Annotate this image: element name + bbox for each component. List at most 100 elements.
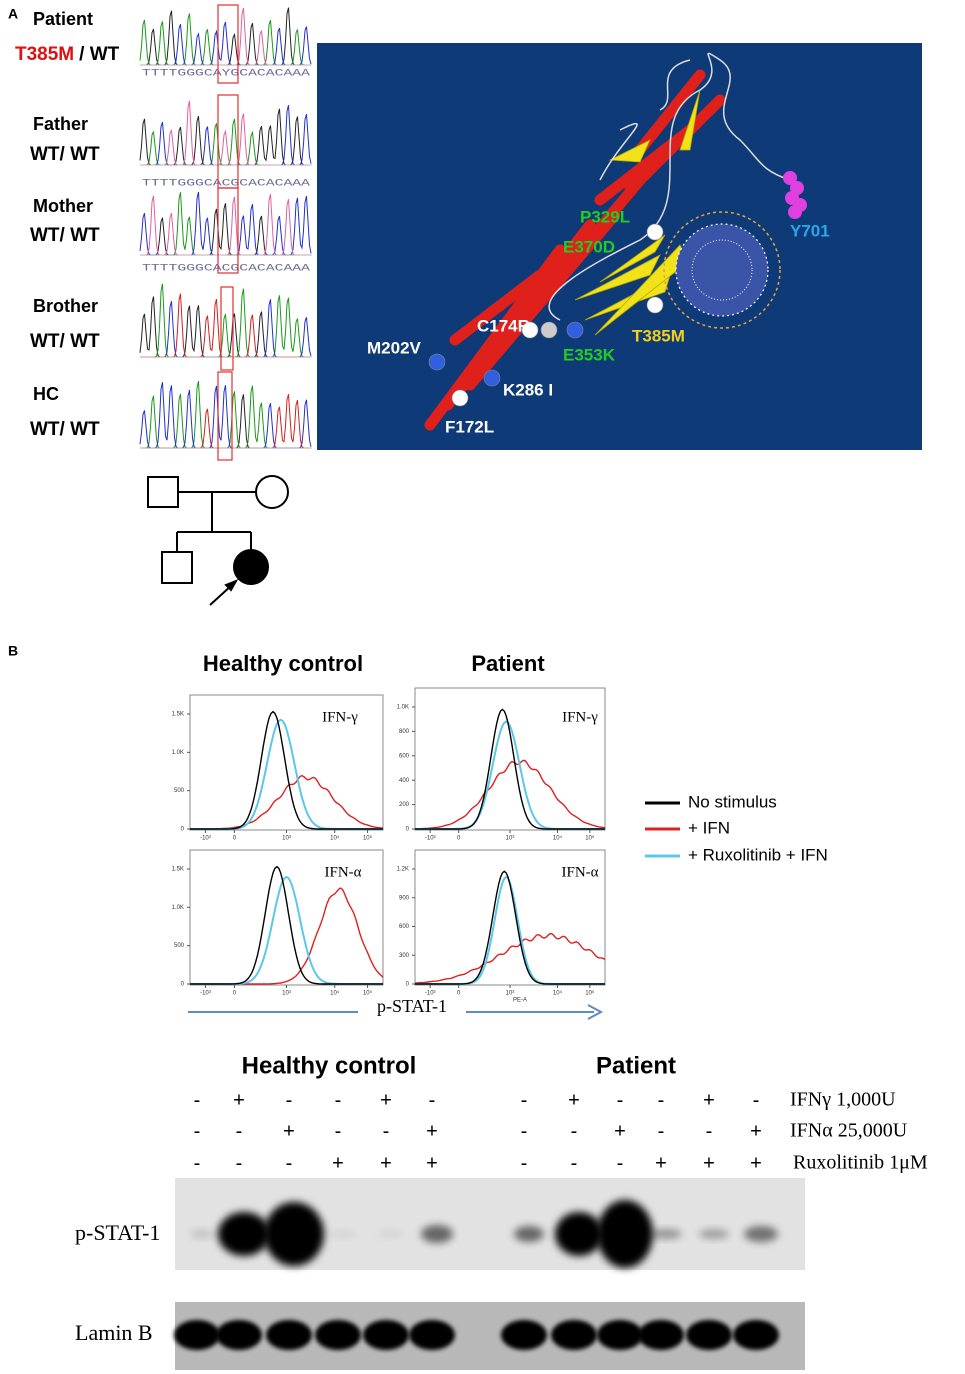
pedigree-father [147,476,179,508]
x-tick-label: 10³ [282,991,291,997]
band [686,1320,732,1350]
beta-strand [679,89,701,151]
band [650,1229,682,1239]
y-tick-label: 500 [174,943,185,949]
treatment-sign: - [335,1089,342,1111]
dna [663,211,781,329]
band [744,1226,778,1242]
sequence: TTTTGGGCAYGCACACAAA [142,69,310,80]
genotype: WT/ WT [30,331,100,352]
residue-sphere [521,321,539,339]
band [638,1320,684,1350]
band [514,1226,544,1242]
y-tick-label: 0 [406,982,410,988]
highlight-box [217,94,239,189]
y-tick-label: 1.0K [172,750,184,756]
treatment-sign: - [429,1089,436,1111]
histogram-curve [190,710,383,830]
x-axis-title: p-STAT-1 [377,996,447,1016]
residue-sphere [783,171,797,185]
stimulus-label: IFN-γ [322,709,358,725]
treatment-sign: + [233,1089,245,1111]
panel-label: B [8,643,18,659]
treatment-sign: + [426,1120,438,1142]
x-tick-label: 0 [457,836,461,842]
treatment-sign: + [380,1089,392,1111]
x-tick-label: 10⁵ [363,990,373,997]
x-tick-label: 10³ [506,836,515,842]
treatment-sign: + [703,1152,715,1174]
axis-label: PE-A [513,998,527,1004]
sequence: TTTTGGGCACGCACACAAA [142,179,310,190]
mutation-label: E370D [563,237,615,256]
mutation-label: C174R [477,316,530,335]
treatment-sign: - [194,1089,201,1111]
helix [624,94,726,196]
genotype: WT/ WT [30,144,100,165]
treatment-label: IFNα 25,000U [790,1120,908,1142]
y-tick-label: 1.5K [172,867,184,873]
treatment-sign: + [750,1152,762,1174]
treatment-sign: - [286,1152,293,1174]
genotype: WT/ WT [30,225,100,246]
treatment-sign: - [194,1120,201,1142]
x-tick-label: 10⁴ [553,990,563,997]
x-tick-label: 0 [457,991,461,997]
y-tick-label: 600 [399,924,410,930]
band [699,1229,729,1239]
loop [548,52,791,321]
pedigree [147,475,289,606]
y-tick-label: 1.5K [172,712,184,718]
mutation-label: E353K [563,345,616,364]
genotype: WT/ WT [30,419,100,440]
stimulus-label: IFN-α [561,864,598,880]
band [555,1212,603,1256]
band [377,1230,405,1238]
treatment-sign: - [236,1120,243,1142]
mutation-label: P329L [580,207,630,226]
x-tick-label: 10⁵ [585,990,595,997]
blot-label: Lamin B [75,1320,153,1345]
legend-label: No stimulus [688,792,777,811]
highlight-box [217,4,239,84]
panel-label: A [8,6,18,22]
column-title: Healthy control [203,651,363,676]
y-tick-label: 500 [174,788,185,794]
band [329,1230,357,1238]
treatment-sign: - [521,1152,528,1174]
y-tick-label: 600 [399,753,410,759]
treatment-sign: - [236,1152,243,1174]
x-tick-label: 10³ [282,836,291,842]
genotype: T385M / WT [15,44,120,65]
column-title: Patient [471,651,545,676]
dna [691,239,753,301]
band [315,1320,361,1350]
histogram-curve [415,708,605,830]
x-tick-label: 10⁴ [330,990,340,997]
treatment-sign: + [614,1120,626,1142]
chromatogram-trace [140,394,311,449]
subject-name: Brother [33,296,98,316]
subject-name: Mother [33,196,93,216]
band [409,1320,455,1350]
mutation: T385M [15,44,74,65]
residue-sphere [566,321,584,339]
genotype-suffix: / WT [79,44,119,65]
plot-frame [189,694,384,831]
band [363,1320,409,1350]
x-tick-label: 10⁴ [553,835,563,842]
band [733,1320,779,1350]
treatment-label: IFNγ 1,000U [790,1089,896,1111]
subject-name: Patient [33,9,93,29]
plot-frame [189,849,384,986]
mutation-label: K286 I [503,380,553,399]
pedigree-mother [255,475,289,509]
beta-strand [574,254,661,301]
x-tick-label: 10³ [506,991,515,997]
y-tick-label: 400 [399,778,410,784]
treatment-sign: + [568,1089,580,1111]
histogram-curve [415,759,606,830]
highlight-box [220,286,234,371]
treatment-sign: - [521,1120,528,1142]
